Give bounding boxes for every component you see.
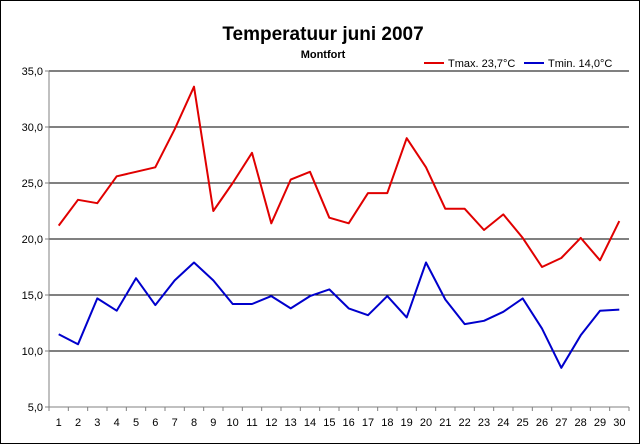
x-tick-label: 16 — [343, 417, 355, 429]
x-tick-label: 12 — [265, 417, 277, 429]
legend: Tmax. 23,7°C Tmin. 14,0°C — [424, 58, 612, 70]
x-tick-label: 11 — [246, 417, 257, 429]
y-tick-label: 20,0 — [22, 234, 43, 246]
y-tick-labels: 5,0 10,0 15,0 20,0 25,0 30,0 35,0 — [22, 66, 43, 414]
x-tick-label: 2 — [75, 417, 81, 429]
y-tick-label: 35,0 — [22, 66, 43, 78]
series-line-tmax — [57, 85, 621, 268]
series-lines — [57, 85, 621, 369]
y-tick-label: 10,0 — [22, 346, 43, 358]
chart-title: Temperatuur juni 2007 — [222, 24, 423, 45]
y-tick-label: 30,0 — [22, 122, 43, 134]
gridlines — [45, 70, 629, 408]
x-tick-label: 15 — [323, 417, 335, 429]
x-tick-label: 8 — [191, 417, 197, 429]
legend-label-tmin: Tmin. 14,0°C — [548, 58, 612, 70]
x-tick-label: 20 — [420, 417, 432, 429]
chart-subtitle: Montfort — [301, 49, 346, 61]
x-tick-label: 9 — [210, 417, 216, 429]
x-tick-label: 18 — [381, 417, 393, 429]
x-tick-label: 23 — [478, 417, 490, 429]
legend-label-tmax: Tmax. 23,7°C — [448, 58, 515, 70]
y-tick-label: 5,0 — [28, 402, 43, 414]
x-tick-label: 17 — [362, 417, 374, 429]
x-tick-label: 26 — [536, 417, 548, 429]
x-tick-label: 27 — [555, 417, 567, 429]
x-tick-label: 28 — [575, 417, 587, 429]
x-tick-label: 5 — [133, 417, 139, 429]
x-tick-label: 1 — [56, 417, 62, 429]
y-tick-label: 15,0 — [22, 290, 43, 302]
x-tick-label: 21 — [439, 417, 451, 429]
x-tick-labels: 1 2 3 4 5 6 7 8 9 10 11 12 13 14 15 16 17 18 19 20 21 22 23 24 2… — [48, 407, 630, 429]
x-tick-label: 13 — [285, 417, 297, 429]
x-tick-label: 22 — [459, 417, 471, 429]
x-tick-label: 14 — [304, 417, 316, 429]
x-tick-label: 29 — [594, 417, 606, 429]
y-tick-label: 25,0 — [22, 178, 43, 190]
x-tick-label: 24 — [497, 417, 509, 429]
x-tick-label: 7 — [172, 417, 178, 429]
x-tick-label: 4 — [114, 417, 120, 429]
x-tick-label: 30 — [613, 417, 625, 429]
x-tick-label: 25 — [517, 417, 529, 429]
x-tick-label: 3 — [94, 417, 100, 429]
series-line-tmin — [58, 261, 620, 369]
x-tick-label: 6 — [152, 417, 158, 429]
x-tick-label: 19 — [401, 417, 413, 429]
x-tick-label: 10 — [227, 417, 239, 429]
